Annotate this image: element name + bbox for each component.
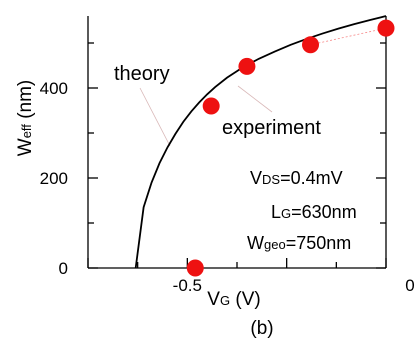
- experiment-point: [238, 57, 256, 75]
- plot-frame: [87, 16, 387, 269]
- experiment-point: [186, 259, 204, 277]
- wgeo-value: =750nm: [286, 233, 352, 253]
- experiment-point: [302, 36, 320, 54]
- theory-curve: [134, 15, 387, 269]
- wgeo-sub: geo: [264, 237, 286, 252]
- y-axis-label: Weff (nm): [15, 80, 36, 156]
- annotation-experiment: experiment: [222, 117, 321, 139]
- y-tick-label: 400: [40, 79, 68, 98]
- y-tick-label: 0: [59, 259, 68, 278]
- lg-value: =630nm: [291, 202, 357, 222]
- annotation-lg: LG=630nm: [271, 202, 357, 222]
- wgeo-main: W: [247, 233, 264, 253]
- series-layer: [134, 15, 395, 277]
- y-axis-label-main: W: [15, 138, 36, 156]
- x-tick-label: 0: [405, 276, 414, 295]
- x-axis-label: VG (V): [207, 289, 260, 310]
- tick-marks: [87, 42, 387, 269]
- experiment-connector: [310, 27, 387, 46]
- annotation-vds: VDS=0.4mV: [250, 168, 343, 188]
- experiment-point: [377, 19, 395, 37]
- annotation-wgeo: Wgeo=750nm: [247, 233, 351, 253]
- y-axis-label-unit: (nm): [15, 80, 36, 124]
- annotation-leaders: [139, 85, 273, 147]
- experiment-point: [202, 97, 220, 115]
- tick-labels: 0 200 400 -0.5 0: [40, 79, 415, 295]
- x-axis-label-sub: G: [220, 293, 230, 308]
- experiment-leader: [237, 85, 273, 113]
- panel-label: (b): [250, 318, 273, 339]
- vds-main: V: [250, 168, 262, 188]
- theory-leader: [139, 87, 171, 147]
- y-tick-label: 200: [40, 169, 68, 188]
- vds-sub: DS: [262, 172, 280, 187]
- annotation-theory: theory: [114, 63, 170, 85]
- lg-sub: G: [281, 206, 291, 221]
- x-axis-label-main: V: [207, 289, 220, 310]
- vds-value: =0.4mV: [280, 168, 343, 188]
- lg-main: L: [271, 202, 281, 222]
- x-tick-label: -0.5: [173, 276, 202, 295]
- y-axis-label-sub: eff: [19, 124, 34, 139]
- x-axis-label-unit: (V): [230, 289, 261, 310]
